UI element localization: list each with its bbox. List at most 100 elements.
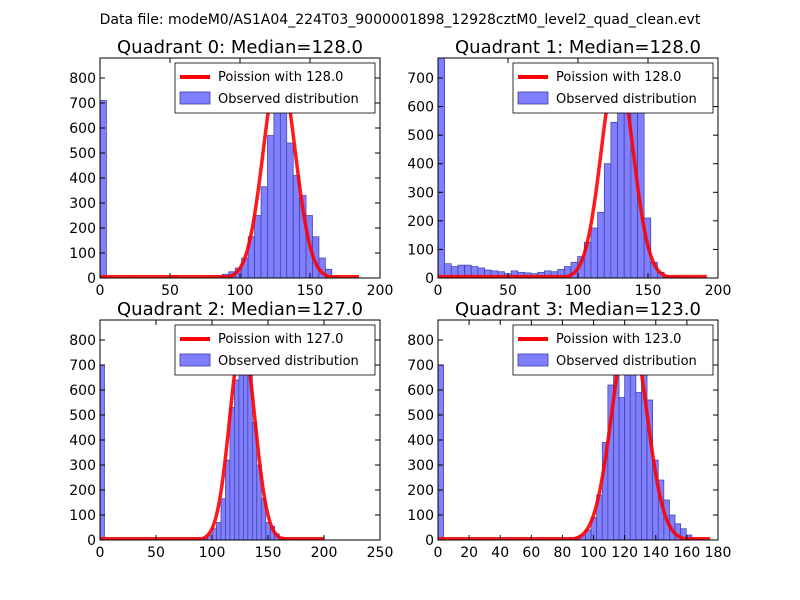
x-tick-label: 140 <box>642 545 669 561</box>
poisson-curve <box>100 65 360 278</box>
histogram-bar <box>229 407 235 540</box>
x-tick-label: 160 <box>674 545 701 561</box>
x-tick-label: 150 <box>297 283 324 299</box>
poisson-curve <box>100 338 325 540</box>
x-tick-label: 250 <box>367 545 394 561</box>
poisson-curve <box>438 64 708 278</box>
y-tick-label: 500 <box>69 408 96 424</box>
x-tick-label: 200 <box>367 283 394 299</box>
quadrant-3-panel: 0 20 40 60 80 100 120 140 160 1800100200300400500… <box>407 299 731 561</box>
y-tick-label: 300 <box>69 196 96 212</box>
histogram-bar <box>680 528 687 540</box>
y-tick-label: 200 <box>407 483 434 499</box>
x-tick-label: 50 <box>499 283 517 299</box>
y-tick-label: 600 <box>69 383 96 399</box>
legend-label-observed: Observed distribution <box>218 92 359 107</box>
x-tick-label: 0 <box>434 283 443 299</box>
y-tick-label: 0 <box>425 271 434 287</box>
histogram-bar <box>618 397 626 540</box>
y-tick-label: 400 <box>69 433 96 449</box>
y-tick-label: 100 <box>69 246 96 262</box>
y-tick-label: 300 <box>407 185 434 201</box>
x-tick-label: 150 <box>255 545 282 561</box>
y-tick-label: 500 <box>407 408 434 424</box>
x-tick-label: 100 <box>227 283 254 299</box>
histogram-bar <box>438 364 444 540</box>
histogram-bar <box>234 379 240 540</box>
y-tick-label: 700 <box>69 358 96 374</box>
y-tick-label: 300 <box>69 458 96 474</box>
quadrant-3-title: Quadrant 3: Median=123.0 <box>455 299 701 320</box>
y-tick-label: 500 <box>69 146 96 162</box>
y-tick-label: 200 <box>69 221 96 237</box>
legend-bar-swatch <box>179 353 211 367</box>
x-tick-label: 0 <box>434 545 443 561</box>
x-tick-label: 60 <box>522 545 540 561</box>
y-tick-label: 400 <box>407 433 434 449</box>
quadrant-2-title: Quadrant 2: Median=127.0 <box>117 299 363 320</box>
legend: Poission with 128.0 Observed distribution <box>512 62 714 114</box>
histogram-bar <box>635 392 642 540</box>
y-tick-label: 0 <box>87 271 96 287</box>
x-tick-label: 50 <box>161 283 179 299</box>
y-tick-label: 700 <box>69 96 96 112</box>
y-tick-label: 400 <box>407 157 434 173</box>
y-tick-label: 500 <box>407 128 434 144</box>
quadrant-0-title: Quadrant 0: Median=128.0 <box>117 37 363 58</box>
histogram-bar <box>254 215 262 278</box>
legend-bar-swatch <box>517 353 549 367</box>
x-tick-label: 20 <box>460 545 478 561</box>
histogram-bar <box>220 498 226 540</box>
y-tick-label: 300 <box>407 458 434 474</box>
legend: Poission with 128.0 Observed distribution <box>174 62 376 114</box>
histogram-bar <box>590 227 598 278</box>
y-tick-label: 0 <box>87 533 96 549</box>
y-tick-label: 600 <box>69 121 96 137</box>
poisson-curve <box>438 324 712 540</box>
x-tick-label: 40 <box>491 545 509 561</box>
quadrant-1-bars <box>438 58 698 278</box>
histogram-bar <box>216 522 222 540</box>
quadrant-1-panel: 0 50 100 150 200 0 100 200 300 400 500 600 700 Quadra… <box>407 37 731 299</box>
histogram-bar <box>100 364 105 540</box>
y-tick-label: 200 <box>69 483 96 499</box>
x-tick-label: 120 <box>611 545 638 561</box>
x-tick-label: 200 <box>311 545 338 561</box>
x-tick-label: 200 <box>705 283 732 299</box>
legend-label-poisson: Poission with 127.0 <box>218 332 343 347</box>
x-tick-label: 100 <box>565 283 592 299</box>
x-tick-label: 0 <box>96 283 105 299</box>
legend-box <box>512 324 714 376</box>
axes-frame <box>437 319 719 541</box>
histogram-bar <box>267 135 275 278</box>
histogram-bar <box>238 349 244 540</box>
y-tick-label: 800 <box>69 71 96 87</box>
histogram-bar <box>260 186 268 278</box>
legend-box <box>174 324 376 376</box>
y-tick-label: 600 <box>407 100 434 116</box>
y-tick-label: 200 <box>407 214 434 230</box>
legend: Poission with 123.0 Observed distribution <box>512 324 714 376</box>
y-tick-label: 400 <box>69 171 96 187</box>
legend-box <box>512 62 714 114</box>
histogram-bar <box>610 121 618 278</box>
x-tick-label: 180 <box>705 545 732 561</box>
histogram-bar <box>100 100 107 278</box>
histogram-bar <box>286 142 294 278</box>
legend-label-poisson: Poission with 128.0 <box>556 70 681 85</box>
legend-box <box>174 62 376 114</box>
histogram-bar <box>603 163 612 278</box>
quadrant-1-title: Quadrant 1: Median=128.0 <box>455 37 701 58</box>
y-tick-label: 700 <box>407 358 434 374</box>
quadrant-0-panel: 0 50 100 150 200 0 100 200 300 400 500 600 700 800 Qua… <box>69 37 393 299</box>
y-tick-label: 100 <box>69 508 96 524</box>
y-tick-label: 800 <box>407 333 434 349</box>
x-tick-label: 100 <box>199 545 226 561</box>
histogram-bar <box>279 107 288 278</box>
legend-label-poisson: Poission with 128.0 <box>218 70 343 85</box>
quadrant-2-panel: 0 50 100 150 200 250 0 100 200 300 400 500 600 700 800… <box>69 299 393 561</box>
histogram-bar <box>438 58 446 278</box>
y-tick-label: 800 <box>69 333 96 349</box>
x-tick-label: 80 <box>554 545 572 561</box>
